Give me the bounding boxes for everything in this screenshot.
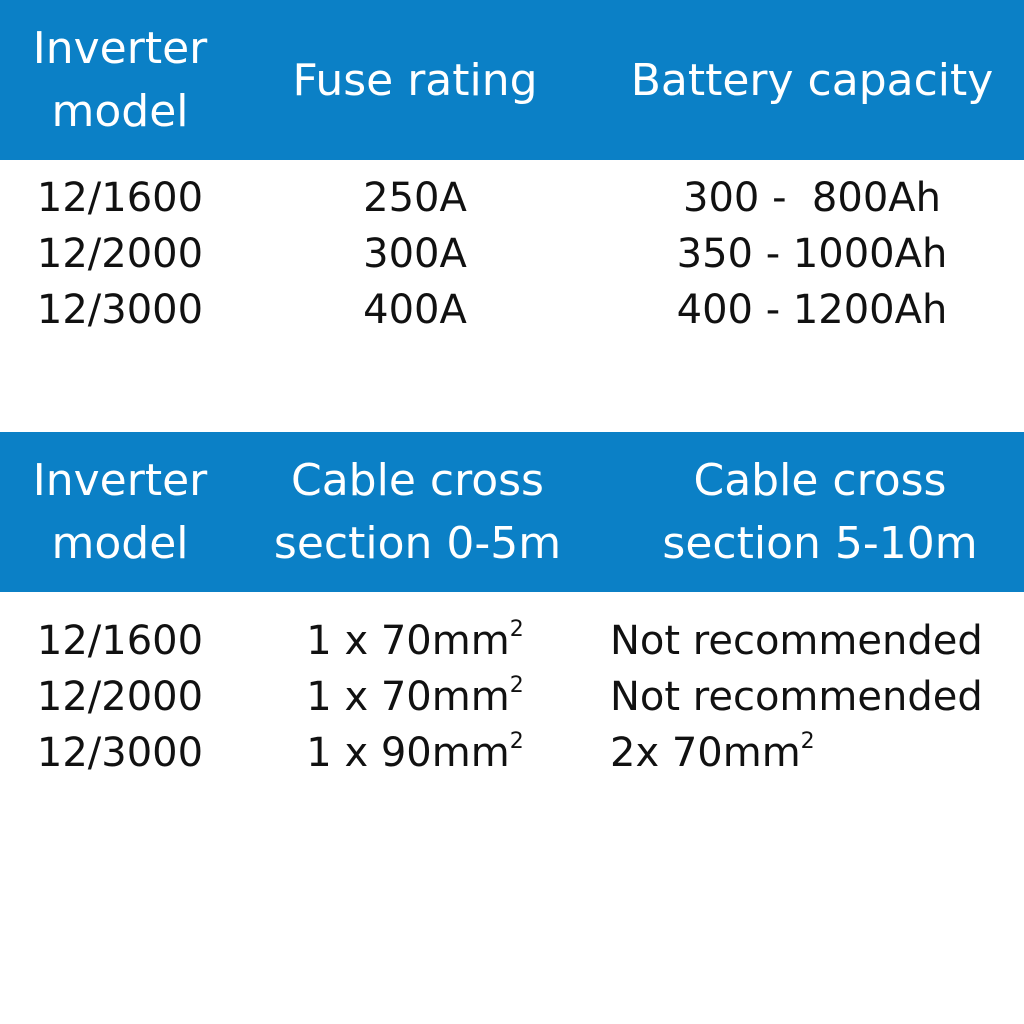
table-row: 12/2000 1 x 70mm2 Not recommended [0,669,1024,725]
header-fuse-rating: Fuse rating [292,54,538,106]
header-inverter-model: Inverter model [32,23,208,137]
table-row: 12/2000 300A 350 - 1000Ah [0,226,1024,282]
table-row: 12/1600 1 x 70mm2 Not recommended [0,613,1024,669]
model-cell: 12/2000 [36,674,204,720]
fuse-cell: 250A [363,175,467,221]
header-battery-capacity: Battery capacity [630,54,994,106]
capacity-cell: 350 - 1000Ah [676,231,948,277]
fuse-cell: 400A [363,287,467,333]
cable-long-cell: 2x 70mm2 [610,729,815,776]
cable-long-cell: Not recommended [610,618,983,664]
table-row: 12/3000 1 x 90mm2 2x 70mm2 [0,725,1024,781]
fuse-table-header: Inverter model Fuse rating Battery capac… [0,0,1024,160]
capacity-cell: 400 - 1200Ah [676,287,948,333]
cable-short-cell: 1 x 70mm2 [306,617,524,664]
header-inverter-model: Inverter model [32,455,208,569]
model-cell: 12/3000 [36,287,204,333]
header-cable-5-10m: Cable cross section 5-10m [662,455,978,569]
cable-table-header: Inverter model Cable cross section 0-5m … [0,432,1024,592]
cable-long-cell: Not recommended [610,674,983,720]
model-cell: 12/3000 [36,730,204,776]
capacity-cell: 300 - 800Ah [683,175,941,221]
header-cable-0-5m: Cable cross section 0-5m [273,455,562,569]
table-row: 12/1600 250A 300 - 800Ah [0,170,1024,226]
cable-short-cell: 1 x 90mm2 [306,729,524,776]
fuse-cell: 300A [363,231,467,277]
table-row: 12/3000 400A 400 - 1200Ah [0,282,1024,338]
model-cell: 12/2000 [36,231,204,277]
model-cell: 12/1600 [36,175,204,221]
model-cell: 12/1600 [36,618,204,664]
cable-short-cell: 1 x 70mm2 [306,673,524,720]
